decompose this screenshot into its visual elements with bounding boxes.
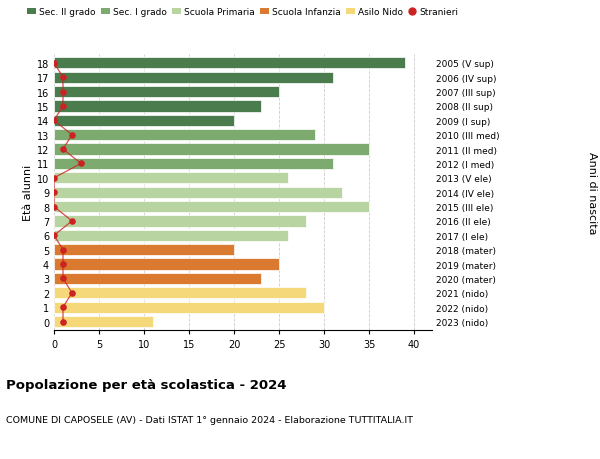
Bar (54, 245, 234, 256)
Point (58, 246, 68, 254)
Point (67, 218, 77, 225)
Bar (54, 158, 333, 170)
Y-axis label: Età alunni: Età alunni (23, 165, 32, 221)
Text: Anni di nascita: Anni di nascita (587, 151, 597, 234)
Bar (54, 230, 288, 241)
Point (67, 132, 77, 139)
Bar (54, 116, 234, 127)
Bar (54, 130, 315, 141)
Point (76, 160, 86, 168)
Bar (54, 187, 342, 198)
Point (58, 89, 68, 96)
Bar (54, 101, 261, 112)
Point (49, 60, 59, 67)
Bar (54, 58, 405, 69)
Bar (54, 273, 261, 285)
Point (58, 275, 68, 282)
Point (67, 290, 77, 297)
Bar (54, 259, 279, 270)
Text: Popolazione per età scolastica - 2024: Popolazione per età scolastica - 2024 (6, 379, 287, 392)
Point (58, 318, 68, 325)
Point (49, 232, 59, 240)
Point (49, 189, 59, 196)
Point (49, 175, 59, 182)
Point (58, 304, 68, 311)
Bar (54, 316, 153, 327)
Bar (54, 144, 369, 155)
Bar (54, 73, 333, 84)
Bar (54, 216, 306, 227)
Bar (54, 288, 306, 299)
Bar (54, 302, 324, 313)
Bar (54, 173, 288, 184)
Bar (54, 87, 279, 98)
Point (58, 146, 68, 153)
Point (58, 103, 68, 110)
Text: COMUNE DI CAPOSELE (AV) - Dati ISTAT 1° gennaio 2024 - Elaborazione TUTTITALIA.I: COMUNE DI CAPOSELE (AV) - Dati ISTAT 1° … (6, 415, 413, 425)
Legend: Sec. II grado, Sec. I grado, Scuola Primaria, Scuola Infanzia, Asilo Nido, Stran: Sec. II grado, Sec. I grado, Scuola Prim… (24, 5, 462, 21)
Point (58, 261, 68, 268)
Bar (54, 202, 369, 213)
Point (58, 74, 68, 82)
Point (49, 118, 59, 125)
Point (49, 203, 59, 211)
